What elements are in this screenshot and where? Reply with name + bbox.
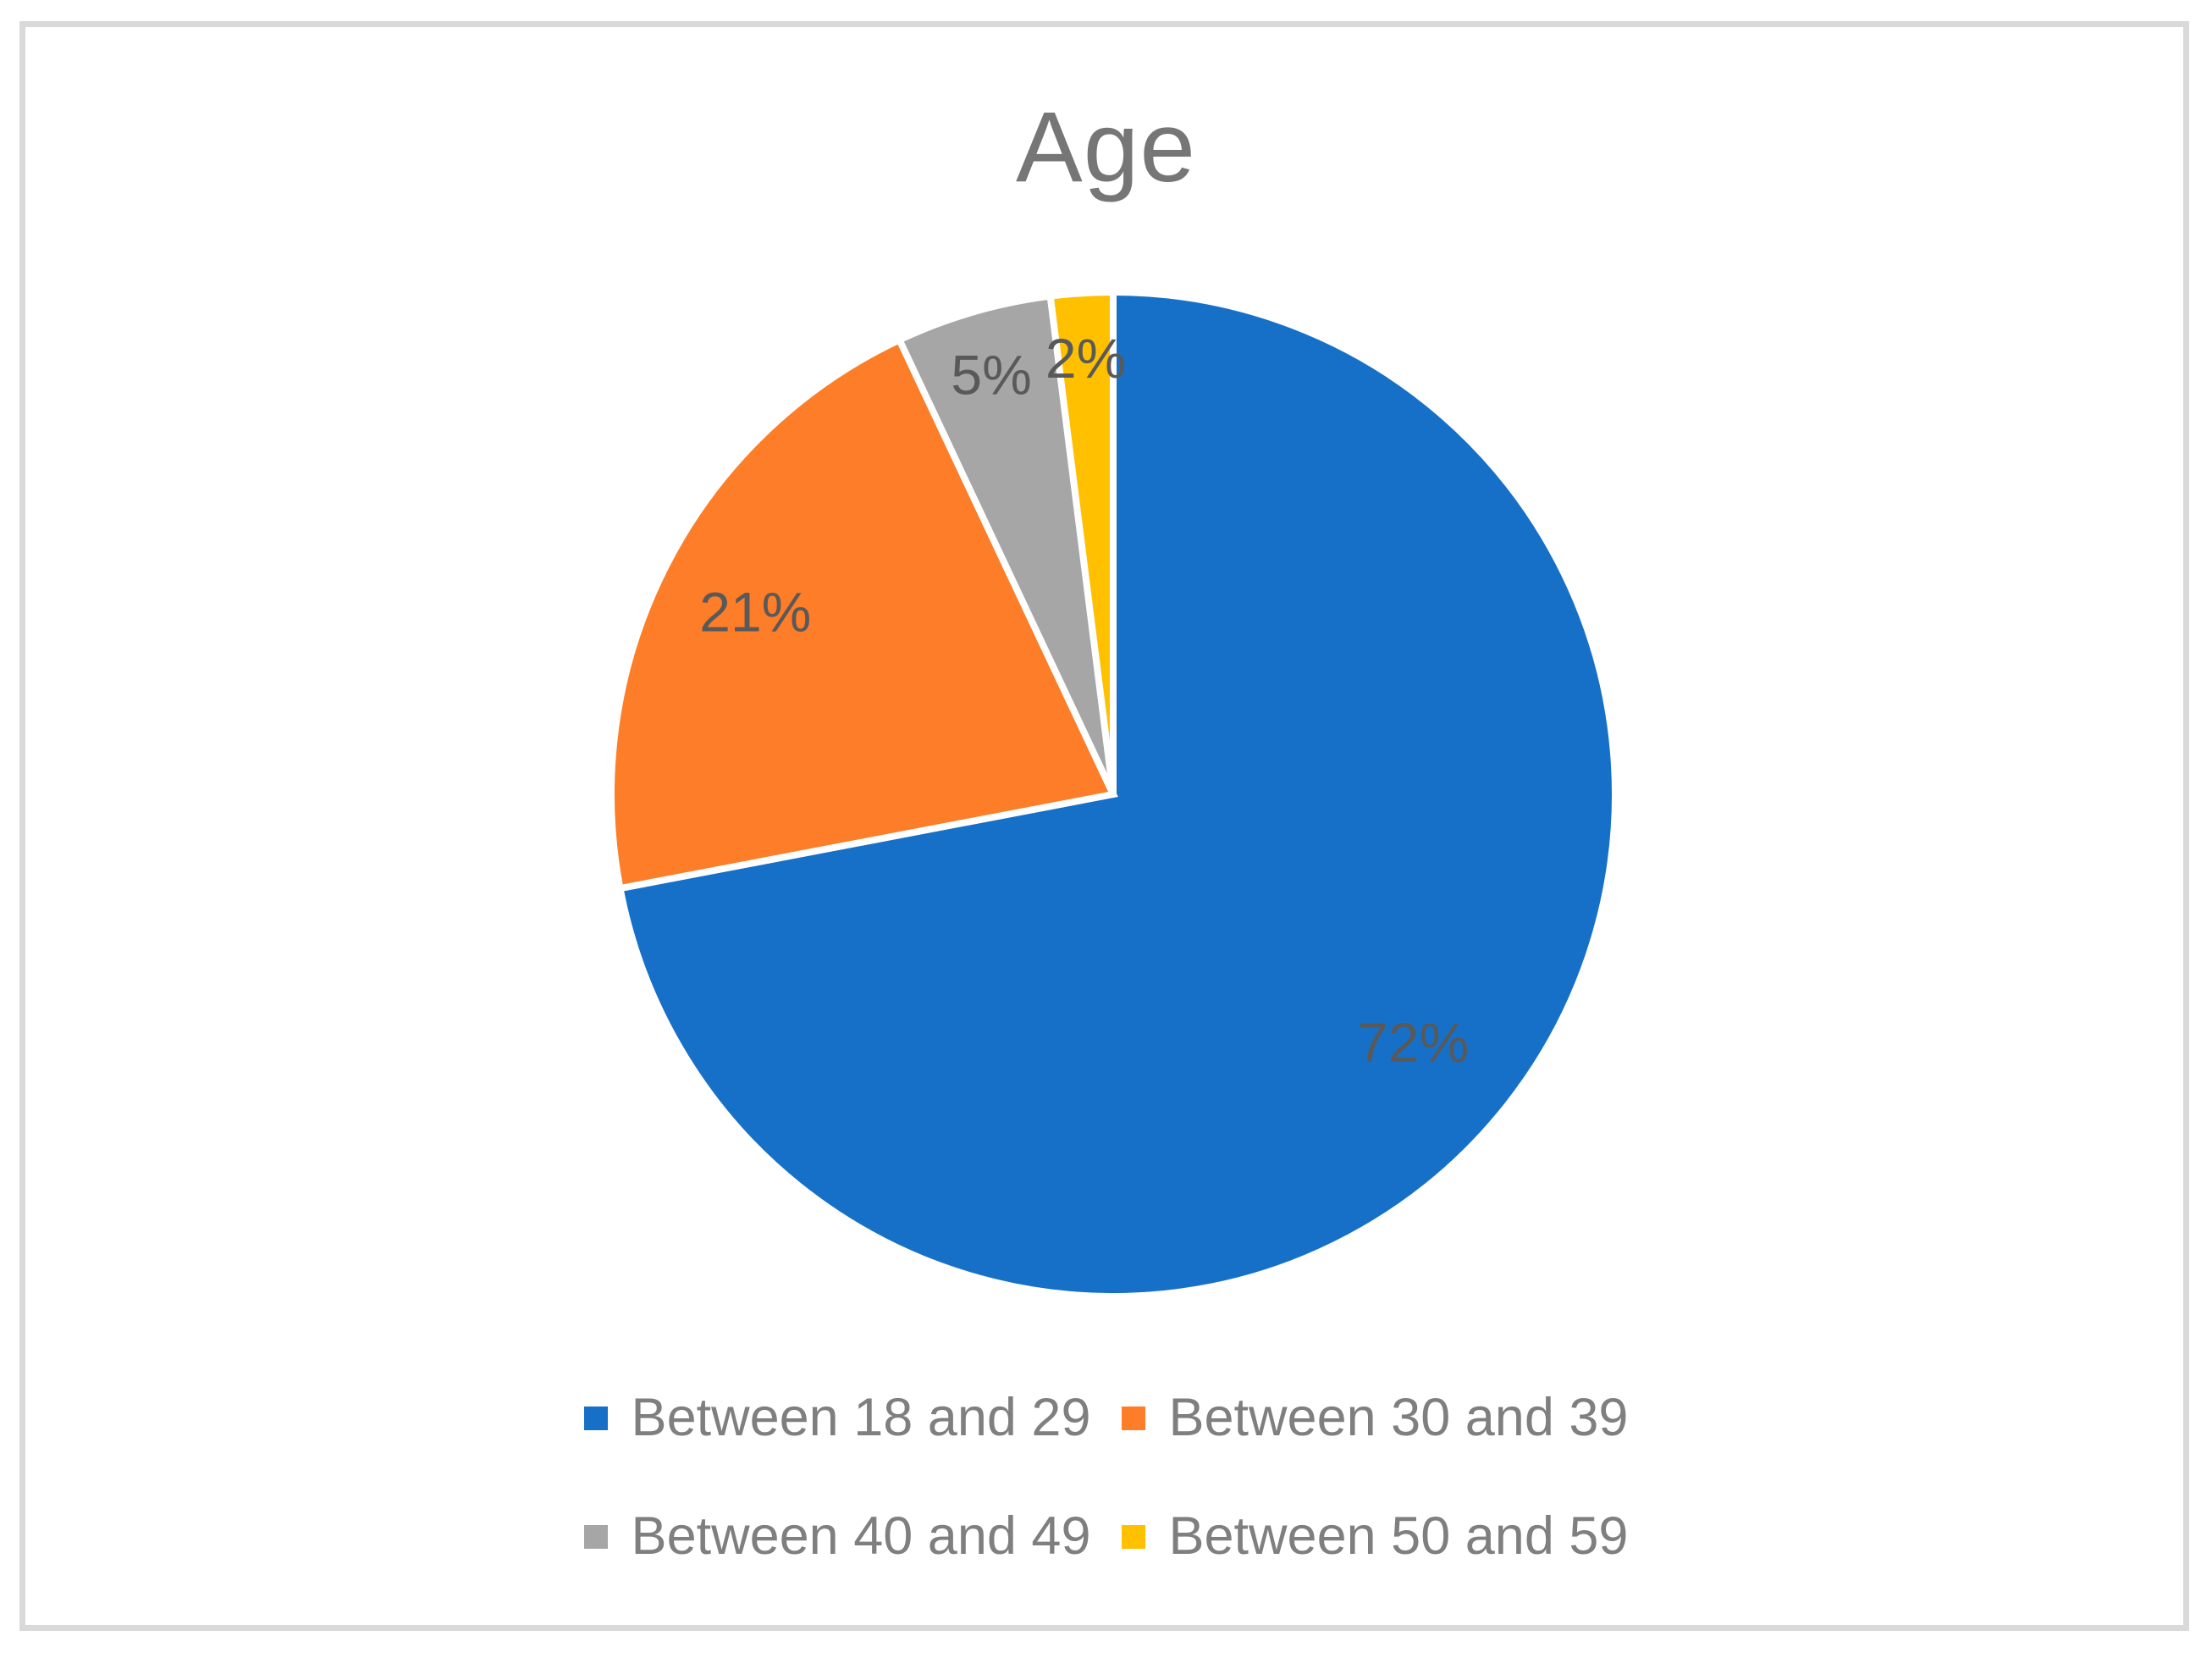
pie-data-label-2: 5% xyxy=(951,344,1031,406)
pie-slice-0 xyxy=(615,288,1619,1300)
legend-row-2: Between 40 and 49 Between 50 and 59 xyxy=(583,1499,1629,1575)
legend-swatch-orange-icon xyxy=(1121,1407,1145,1430)
legend-row-1: Between 18 and 29 Between 30 and 39 xyxy=(583,1380,1629,1456)
legend-item-30-39: Between 30 and 39 xyxy=(1121,1386,1629,1451)
chart-border-frame xyxy=(19,21,2189,1631)
legend-swatch-yellow-icon xyxy=(1121,1525,1145,1549)
pie-slice-2 xyxy=(895,292,1117,796)
pie-data-label-3: 2% xyxy=(1045,327,1126,390)
legend-item-18-29: Between 18 and 29 xyxy=(583,1386,1091,1451)
pie-data-label-1: 21% xyxy=(699,581,811,644)
legend-item-40-49: Between 40 and 49 xyxy=(583,1505,1091,1569)
pie-slice-3 xyxy=(1046,288,1117,795)
legend-swatch-gray-icon xyxy=(583,1525,608,1549)
chart-legend: Between 18 and 29 Between 30 and 39 Betw… xyxy=(25,1380,2187,1575)
legend-label-50-59: Between 50 and 59 xyxy=(1168,1506,1629,1567)
chart-title: Age xyxy=(1016,91,1196,203)
legend-label-18-29: Between 18 and 29 xyxy=(631,1388,1091,1448)
legend-item-50-59: Between 50 and 59 xyxy=(1121,1505,1629,1569)
legend-label-30-39: Between 30 and 39 xyxy=(1168,1388,1629,1448)
pie-data-label-0: 72% xyxy=(1357,1011,1469,1074)
legend-label-40-49: Between 40 and 49 xyxy=(631,1506,1091,1567)
pie-slice-1 xyxy=(608,335,1118,893)
legend-swatch-blue-icon xyxy=(583,1407,608,1430)
